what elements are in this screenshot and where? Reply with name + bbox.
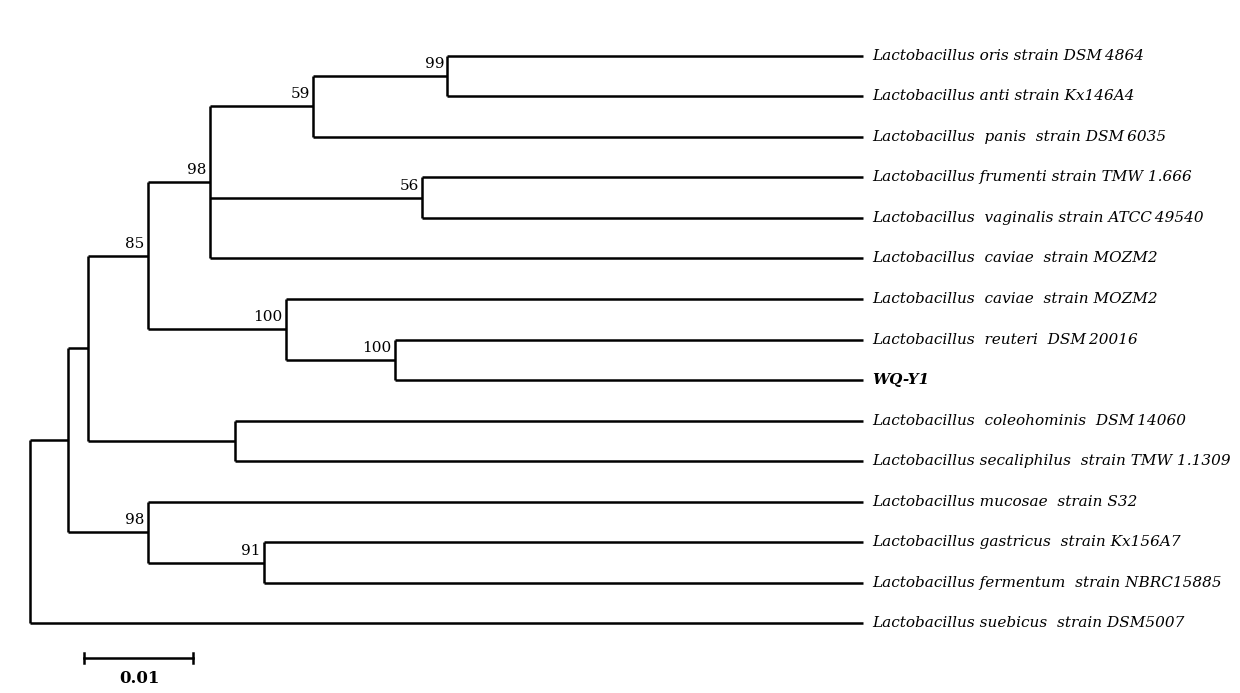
Text: Lactobacillus  coleohominis  DSM 14060: Lactobacillus coleohominis DSM 14060 — [872, 414, 1187, 428]
Text: 59: 59 — [290, 87, 310, 101]
Text: Lactobacillus oris strain DSM 4864: Lactobacillus oris strain DSM 4864 — [872, 49, 1145, 62]
Text: 56: 56 — [399, 179, 419, 193]
Text: Lactobacillus  caviae  strain MOZM2: Lactobacillus caviae strain MOZM2 — [872, 292, 1158, 306]
Text: Lactobacillus  vaginalis strain ATCC 49540: Lactobacillus vaginalis strain ATCC 4954… — [872, 211, 1204, 225]
Text: 85: 85 — [125, 237, 144, 251]
Text: Lactobacillus suebicus  strain DSM5007: Lactobacillus suebicus strain DSM5007 — [872, 617, 1184, 631]
Text: Lactobacillus  caviae  strain MOZM2: Lactobacillus caviae strain MOZM2 — [872, 252, 1158, 265]
Text: WQ-Y1: WQ-Y1 — [872, 373, 929, 387]
Text: 98: 98 — [125, 514, 144, 527]
Text: Lactobacillus  panis  strain DSM 6035: Lactobacillus panis strain DSM 6035 — [872, 130, 1167, 143]
Text: Lactobacillus gastricus  strain Kx156A7: Lactobacillus gastricus strain Kx156A7 — [872, 536, 1180, 550]
Text: Lactobacillus fermentum  strain NBRC15885: Lactobacillus fermentum strain NBRC15885 — [872, 576, 1221, 590]
Text: 100: 100 — [253, 310, 283, 324]
Text: 91: 91 — [242, 544, 260, 558]
Text: Lactobacillus mucosae  strain S32: Lactobacillus mucosae strain S32 — [872, 495, 1137, 509]
Text: 98: 98 — [187, 164, 207, 177]
Text: 100: 100 — [362, 341, 392, 355]
Text: Lactobacillus secaliphilus  strain TMW 1.1309: Lactobacillus secaliphilus strain TMW 1.… — [872, 454, 1231, 468]
Text: Lactobacillus frumenti strain TMW 1.666: Lactobacillus frumenti strain TMW 1.666 — [872, 170, 1192, 184]
Text: Lactobacillus anti strain Kx146A4: Lactobacillus anti strain Kx146A4 — [872, 89, 1135, 103]
Text: 0.01: 0.01 — [119, 670, 159, 687]
Text: 99: 99 — [424, 57, 444, 71]
Text: Lactobacillus  reuteri  DSM 20016: Lactobacillus reuteri DSM 20016 — [872, 333, 1138, 346]
